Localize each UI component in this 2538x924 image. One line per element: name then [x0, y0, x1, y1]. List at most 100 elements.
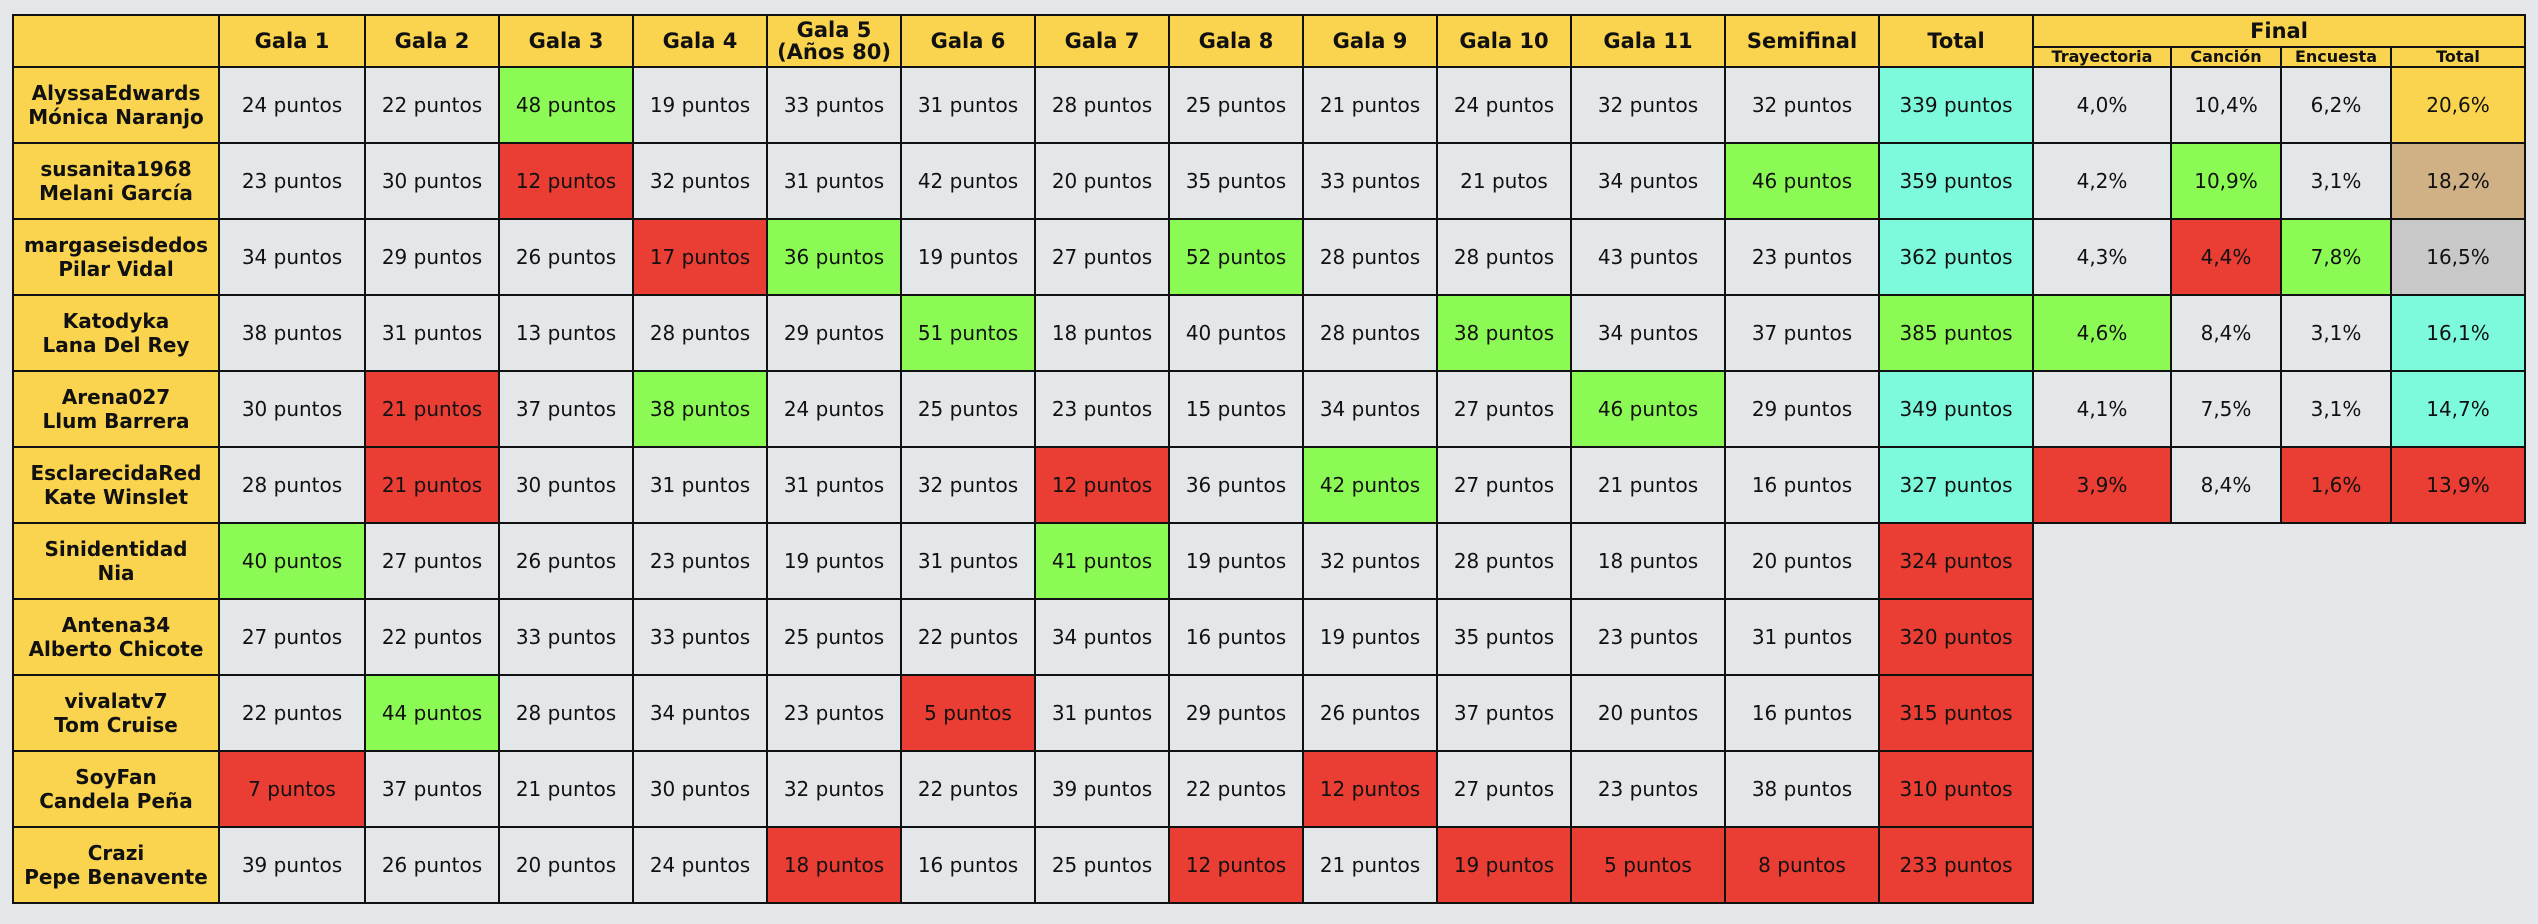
final-cell: 4,4%	[2170, 218, 2282, 296]
score-cell: 32 puntos	[900, 446, 1036, 524]
final-cell: 3,9%	[2032, 446, 2172, 524]
score-cell: 38 puntos	[1436, 294, 1572, 372]
empty-final-area	[2033, 675, 2525, 751]
contestant-name-cell: susanita1968 Melani García	[12, 142, 220, 220]
score-cell: 23 puntos	[1570, 598, 1726, 676]
final-cell: 8,4%	[2170, 294, 2282, 372]
score-cell: 25 puntos	[766, 598, 902, 676]
score-cell: 18 puntos	[1570, 522, 1726, 600]
total-cell: 349 puntos	[1878, 370, 2034, 448]
table-row: EsclarecidaRed Kate Winslet 28 puntos 21 pu…	[12, 446, 2526, 524]
score-cell: 30 puntos	[218, 370, 366, 448]
score-cell: 28 puntos	[632, 294, 768, 372]
score-cell: 38 puntos	[1724, 750, 1880, 828]
score-cell: 22 puntos	[218, 674, 366, 752]
score-cell: 30 puntos	[498, 446, 634, 524]
empty-final-area	[2033, 599, 2525, 675]
score-cell: 44 puntos	[364, 674, 500, 752]
header-gala-7: Gala 7	[1034, 14, 1170, 68]
table-row: AlyssaEdwards Mónica Naranjo 24 puntos 22 p…	[12, 66, 2526, 144]
header-corner	[12, 14, 220, 68]
score-cell: 31 puntos	[900, 66, 1036, 144]
contestant-name-cell: AlyssaEdwards Mónica Naranjo	[12, 66, 220, 144]
score-cell: 27 puntos	[364, 522, 500, 600]
contestant-user: AlyssaEdwards	[31, 81, 201, 105]
score-cell: 34 puntos	[1570, 294, 1726, 372]
score-cell: 35 puntos	[1436, 598, 1572, 676]
score-cell: 37 puntos	[1724, 294, 1880, 372]
total-cell: 327 puntos	[1878, 446, 2034, 524]
score-cell: 28 puntos	[1302, 294, 1438, 372]
contestant-user: EsclarecidaRed	[30, 461, 202, 485]
contestant-name-cell: margaseisdedos Pilar Vidal	[12, 218, 220, 296]
final-cell: 4,1%	[2032, 370, 2172, 448]
score-cell: 16 puntos	[1724, 446, 1880, 524]
score-cell: 42 puntos	[900, 142, 1036, 220]
score-cell: 31 puntos	[632, 446, 768, 524]
score-cell: 12 puntos	[498, 142, 634, 220]
score-cell: 37 puntos	[1436, 674, 1572, 752]
empty-final-area	[2033, 827, 2525, 903]
final-cell: 16,1%	[2390, 294, 2526, 372]
score-cell: 23 puntos	[1570, 750, 1726, 828]
score-cell: 27 puntos	[1436, 446, 1572, 524]
final-cell: 4,6%	[2032, 294, 2172, 372]
contestant-character: Melani García	[39, 181, 193, 205]
contestant-user: SoyFan	[75, 765, 157, 789]
score-cell: 23 puntos	[632, 522, 768, 600]
score-cell: 27 puntos	[218, 598, 366, 676]
contestant-character: Alberto Chicote	[28, 637, 204, 661]
score-cell: 27 puntos	[1034, 218, 1170, 296]
header-final-cancion: Canción	[2170, 46, 2282, 68]
score-cell: 21 puntos	[1302, 66, 1438, 144]
table-row: Sinidentidad Nia 40 puntos 27 puntos 26 punt…	[12, 522, 2525, 600]
score-cell: 33 puntos	[632, 598, 768, 676]
score-cell: 5 puntos	[1570, 826, 1726, 904]
score-cell: 29 puntos	[1168, 674, 1304, 752]
contestant-character: Lana Del Rey	[42, 333, 190, 357]
score-cell: 42 puntos	[1302, 446, 1438, 524]
contestant-name-cell: Katodyka Lana Del Rey	[12, 294, 220, 372]
final-cell: 16,5%	[2390, 218, 2526, 296]
header-gala-6: Gala 6	[900, 14, 1036, 68]
score-cell: 16 puntos	[1724, 674, 1880, 752]
total-cell: 310 puntos	[1878, 750, 2034, 828]
table-header: Gala 1 Gala 2 Gala 3 Gala 4 Gala 5 (Años…	[12, 14, 2526, 68]
header-final-trayectoria: Trayectoria	[2032, 46, 2172, 68]
score-cell: 31 puntos	[364, 294, 500, 372]
contestant-user: margaseisdedos	[23, 233, 209, 257]
header-gala-10: Gala 10	[1436, 14, 1572, 68]
results-table-container: Gala 1 Gala 2 Gala 3 Gala 4 Gala 5 (Años…	[12, 14, 2526, 904]
score-cell: 38 puntos	[632, 370, 768, 448]
score-cell: 24 puntos	[632, 826, 768, 904]
header-final-total: Total	[2390, 46, 2526, 68]
header-semifinal: Semifinal	[1724, 14, 1880, 68]
contestant-name-cell: Sinidentidad Nia	[12, 522, 220, 600]
contestant-character: Candela Peña	[39, 789, 193, 813]
score-cell: 23 puntos	[218, 142, 366, 220]
header-gala-5: Gala 5 (Años 80)	[766, 14, 902, 68]
score-cell: 33 puntos	[498, 598, 634, 676]
score-cell: 16 puntos	[900, 826, 1036, 904]
table-row: susanita1968 Melani García 23 puntos 30 pun…	[12, 142, 2526, 220]
header-gala-2: Gala 2	[364, 14, 500, 68]
score-cell: 21 puntos	[364, 370, 500, 448]
total-cell: 324 puntos	[1878, 522, 2034, 600]
score-cell: 25 puntos	[1034, 826, 1170, 904]
score-cell: 28 puntos	[498, 674, 634, 752]
table-row: Crazi Pepe Benavente 39 puntos 26 puntos 20 …	[12, 826, 2525, 904]
score-cell: 12 puntos	[1168, 826, 1304, 904]
contestant-character: Kate Winslet	[43, 485, 189, 509]
total-cell: 359 puntos	[1878, 142, 2034, 220]
score-cell: 52 puntos	[1168, 218, 1304, 296]
contestant-name-cell: EsclarecidaRed Kate Winslet	[12, 446, 220, 524]
score-cell: 28 puntos	[1302, 218, 1438, 296]
contestant-user: Sinidentidad	[44, 537, 188, 561]
score-cell: 46 puntos	[1724, 142, 1880, 220]
score-cell: 33 puntos	[1302, 142, 1438, 220]
contestant-user: vivalatv7	[64, 689, 168, 713]
score-cell: 40 puntos	[218, 522, 366, 600]
score-cell: 21 puntos	[1302, 826, 1438, 904]
table-row: Arena027 Llum Barrera 30 puntos 21 puntos 37…	[12, 370, 2526, 448]
final-cell: 3,1%	[2280, 294, 2392, 372]
